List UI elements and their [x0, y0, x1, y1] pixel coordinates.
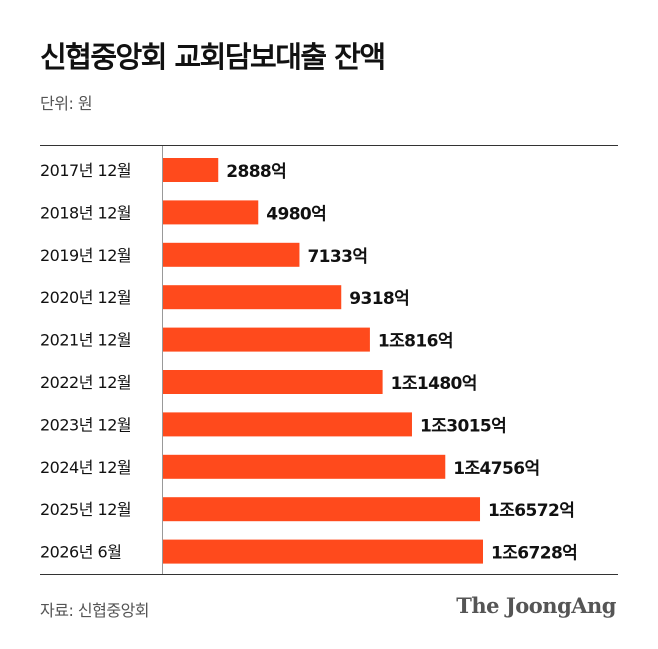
- category-label: 2024년 12월: [40, 458, 131, 477]
- bar: [163, 327, 370, 352]
- unit-label: 단위: 원: [40, 94, 93, 113]
- category-label: 2022년 12월: [40, 373, 131, 392]
- category-label: 2021년 12월: [40, 331, 131, 350]
- value-label: 1조6572억: [488, 501, 574, 521]
- value-label: 1조816억: [378, 332, 453, 352]
- bar: [163, 158, 219, 182]
- category-label: 2017년 12월: [40, 161, 131, 180]
- value-label: 1조1480억: [391, 374, 477, 394]
- bar: [163, 412, 412, 437]
- top-rule: [40, 145, 618, 146]
- brand-logo: The JoongAng: [456, 593, 616, 618]
- category-label: 2019년 12월: [40, 246, 131, 265]
- category-label: 2023년 12월: [40, 415, 131, 434]
- bottom-rule: [40, 574, 618, 575]
- bar: [163, 497, 481, 522]
- bar: [163, 454, 446, 479]
- bar: [163, 242, 300, 267]
- category-label: 2025년 12월: [40, 500, 131, 519]
- bar: [163, 285, 342, 310]
- value-label: 9318억: [349, 289, 409, 309]
- value-label: 4980억: [266, 204, 326, 224]
- bar: [163, 370, 383, 394]
- value-label: 1조4756억: [453, 459, 539, 479]
- y-axis-line: [162, 146, 163, 574]
- value-label: 2888억: [226, 162, 286, 182]
- bar: [163, 539, 483, 564]
- category-label: 2020년 12월: [40, 288, 131, 307]
- bar: [163, 200, 259, 225]
- source-note: 자료: 신협중앙회: [40, 601, 150, 620]
- category-label: 2018년 12월: [40, 203, 131, 222]
- chart-title: 신협중앙회 교회담보대출 잔액: [40, 40, 386, 74]
- value-label: 7133억: [307, 247, 367, 267]
- category-label: 2026년 6월: [40, 543, 121, 562]
- value-label: 1조6728억: [491, 544, 577, 564]
- value-label: 1조3015억: [420, 416, 506, 436]
